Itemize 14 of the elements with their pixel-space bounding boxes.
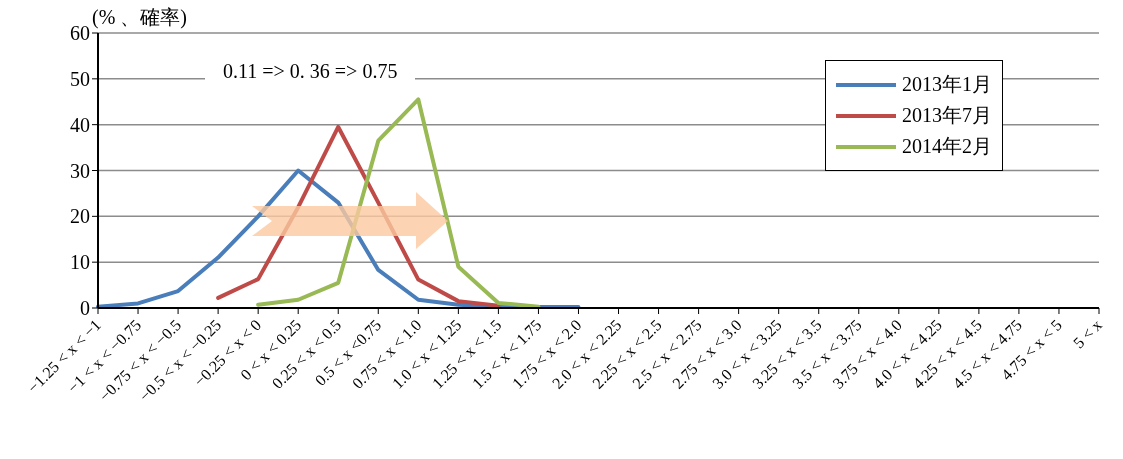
- legend-label: 2013年7月: [902, 103, 992, 128]
- y-tick-label: 60: [70, 22, 90, 45]
- legend-label: 2013年1月: [902, 72, 992, 97]
- legend-label: 2014年2月: [902, 134, 992, 159]
- y-tick-label: 40: [70, 113, 90, 136]
- x-tick-label: 5 < x: [1069, 316, 1106, 352]
- y-axis-title: (% 、確率): [92, 5, 187, 31]
- y-tick-label: 50: [70, 67, 90, 90]
- y-tick-label: 20: [70, 205, 90, 228]
- line-series: [256, 97, 541, 308]
- y-tick-label: 10: [70, 251, 90, 274]
- y-tick-label: 30: [70, 159, 90, 182]
- annotation: 0.11 => 0. 36 => 0.75: [205, 60, 416, 83]
- y-tick-label: 0: [80, 297, 90, 320]
